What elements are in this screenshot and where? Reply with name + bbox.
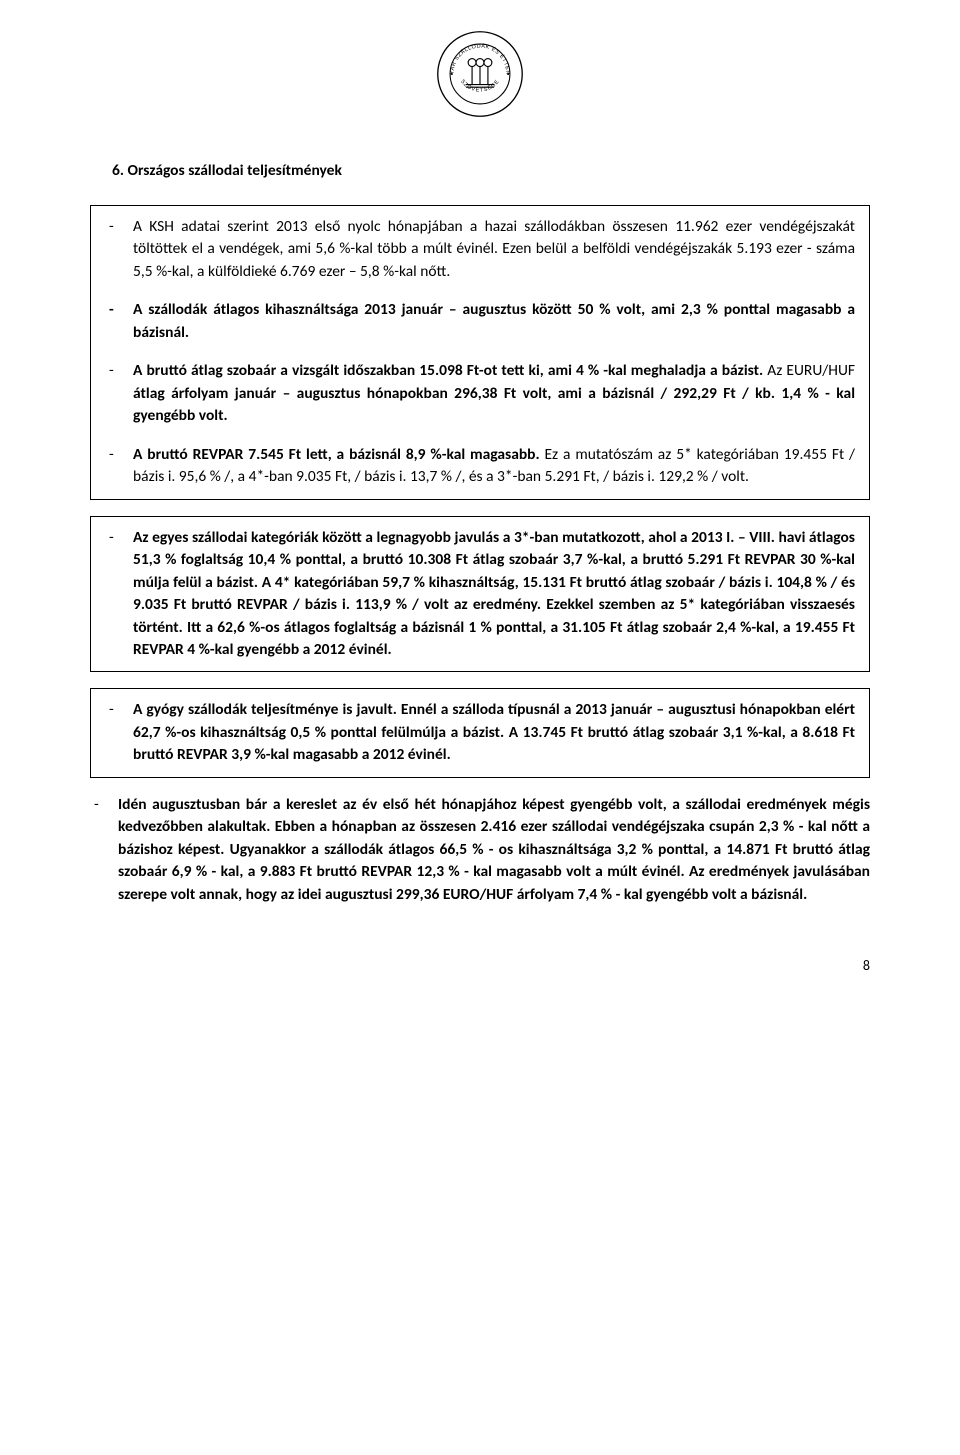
list-item: A gyógy szállodák teljesítménye is javul… (133, 699, 855, 766)
association-logo-icon: MAGYAR SZÁLLODÁK ÉS ÉTTERMEK SZÖVETSÉGE (436, 30, 524, 118)
performance-block-1: A KSH adatai szerint 2013 első nyolc hón… (90, 205, 870, 500)
performance-list-3: A gyógy szállodák teljesítménye is javul… (105, 699, 855, 766)
performance-block-3: A gyógy szállodák teljesítménye is javul… (90, 688, 870, 777)
free-paragraph-list: Idén augusztusban bár a kereslet az év e… (90, 794, 870, 906)
list-item: Idén augusztusban bár a kereslet az év e… (118, 794, 870, 906)
performance-block-2: Az egyes szállodai kategóriák között a l… (90, 516, 870, 673)
performance-list-1: A KSH adatai szerint 2013 első nyolc hón… (105, 216, 855, 489)
list-item: A KSH adatai szerint 2013 első nyolc hón… (133, 216, 855, 283)
list-item: A bruttó REVPAR 7.545 Ft lett, a bázisná… (133, 444, 855, 489)
list-item: Az egyes szállodai kategóriák között a l… (133, 527, 855, 662)
list-item: A bruttó átlag szobaár a vizsgált idősza… (133, 360, 855, 427)
header-logo: MAGYAR SZÁLLODÁK ÉS ÉTTERMEK SZÖVETSÉGE (90, 30, 870, 125)
page-number: 8 (90, 956, 870, 976)
list-item: A szállodák átlagos kihasználtsága 2013 … (133, 299, 855, 344)
section-title: 6. Országos szállodai teljesítmények (90, 160, 870, 182)
performance-list-2: Az egyes szállodai kategóriák között a l… (105, 527, 855, 662)
